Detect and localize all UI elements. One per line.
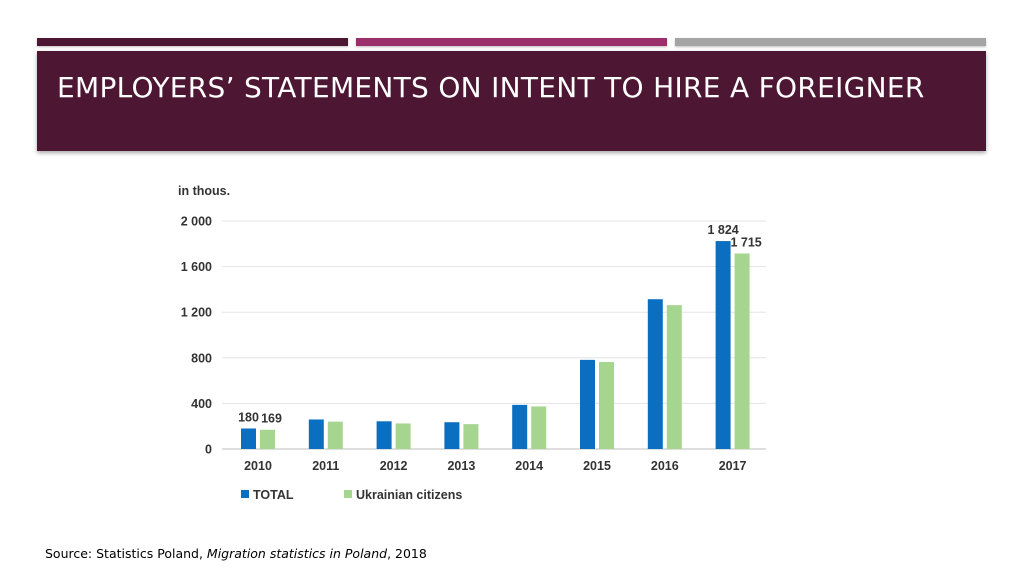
title-banner: EMPLOYERS’ STATEMENTS ON INTENT TO HIRE … bbox=[37, 51, 986, 151]
x-tick-label: 2017 bbox=[719, 459, 747, 473]
bar-ukrainian-2013 bbox=[463, 424, 479, 449]
y-tick-label: 400 bbox=[191, 397, 212, 411]
legend-label: Ukrainian citizens bbox=[356, 488, 462, 502]
bar-total-2014 bbox=[512, 404, 528, 449]
source-suffix: , 2018 bbox=[387, 546, 427, 561]
bar-ukrainian-2016 bbox=[666, 305, 682, 449]
slide-title: EMPLOYERS’ STATEMENTS ON INTENT TO HIRE … bbox=[57, 71, 925, 104]
bar-total-2010 bbox=[241, 428, 256, 449]
y-tick-label: 0 bbox=[205, 443, 212, 457]
source-prefix: Source: Statistics Poland, bbox=[45, 546, 207, 561]
bar-total-2015 bbox=[580, 359, 595, 449]
legend-label: TOTAL bbox=[253, 488, 294, 502]
accent-stripe-3 bbox=[675, 38, 986, 46]
bar-ukrainian-2012 bbox=[395, 423, 411, 449]
legend-swatch bbox=[344, 490, 352, 498]
data-label: 1 824 bbox=[707, 223, 738, 237]
accent-stripe-1 bbox=[37, 38, 348, 46]
bar-total-2011 bbox=[308, 419, 324, 449]
bar-total-2013 bbox=[444, 422, 460, 449]
x-tick-label: 2014 bbox=[515, 459, 543, 473]
bar-total-2012 bbox=[376, 421, 392, 449]
x-tick-label: 2012 bbox=[380, 459, 408, 473]
source-title: Migration statistics in Poland bbox=[206, 546, 388, 561]
x-tick-label: 2010 bbox=[244, 459, 272, 473]
y-unit-label: in thous. bbox=[178, 184, 230, 198]
source-note: Source: Statistics Poland, Migration sta… bbox=[45, 546, 427, 561]
legend-swatch bbox=[241, 490, 249, 498]
data-label: 180 bbox=[238, 410, 259, 424]
bar-ukrainian-2014 bbox=[531, 406, 547, 449]
x-tick-label: 2011 bbox=[312, 459, 339, 473]
accent-stripe-2 bbox=[356, 38, 667, 46]
y-tick-label: 2 000 bbox=[181, 215, 212, 229]
x-tick-label: 2016 bbox=[651, 459, 679, 473]
bar-ukrainian-2011 bbox=[327, 421, 343, 449]
bar-total-2016 bbox=[647, 299, 663, 449]
bar-ukrainian-2017 bbox=[734, 253, 750, 449]
y-tick-label: 1 600 bbox=[181, 260, 212, 274]
x-tick-label: 2013 bbox=[447, 459, 475, 473]
bar-ukrainian-2015 bbox=[599, 362, 614, 449]
bar-ukrainian-2010 bbox=[260, 429, 275, 449]
bar-total-2017 bbox=[715, 241, 731, 449]
x-tick-label: 2015 bbox=[583, 459, 611, 473]
data-label: 169 bbox=[261, 412, 282, 426]
y-tick-label: 800 bbox=[191, 351, 212, 365]
y-tick-label: 1 200 bbox=[181, 306, 212, 320]
data-label: 1 715 bbox=[730, 235, 761, 249]
